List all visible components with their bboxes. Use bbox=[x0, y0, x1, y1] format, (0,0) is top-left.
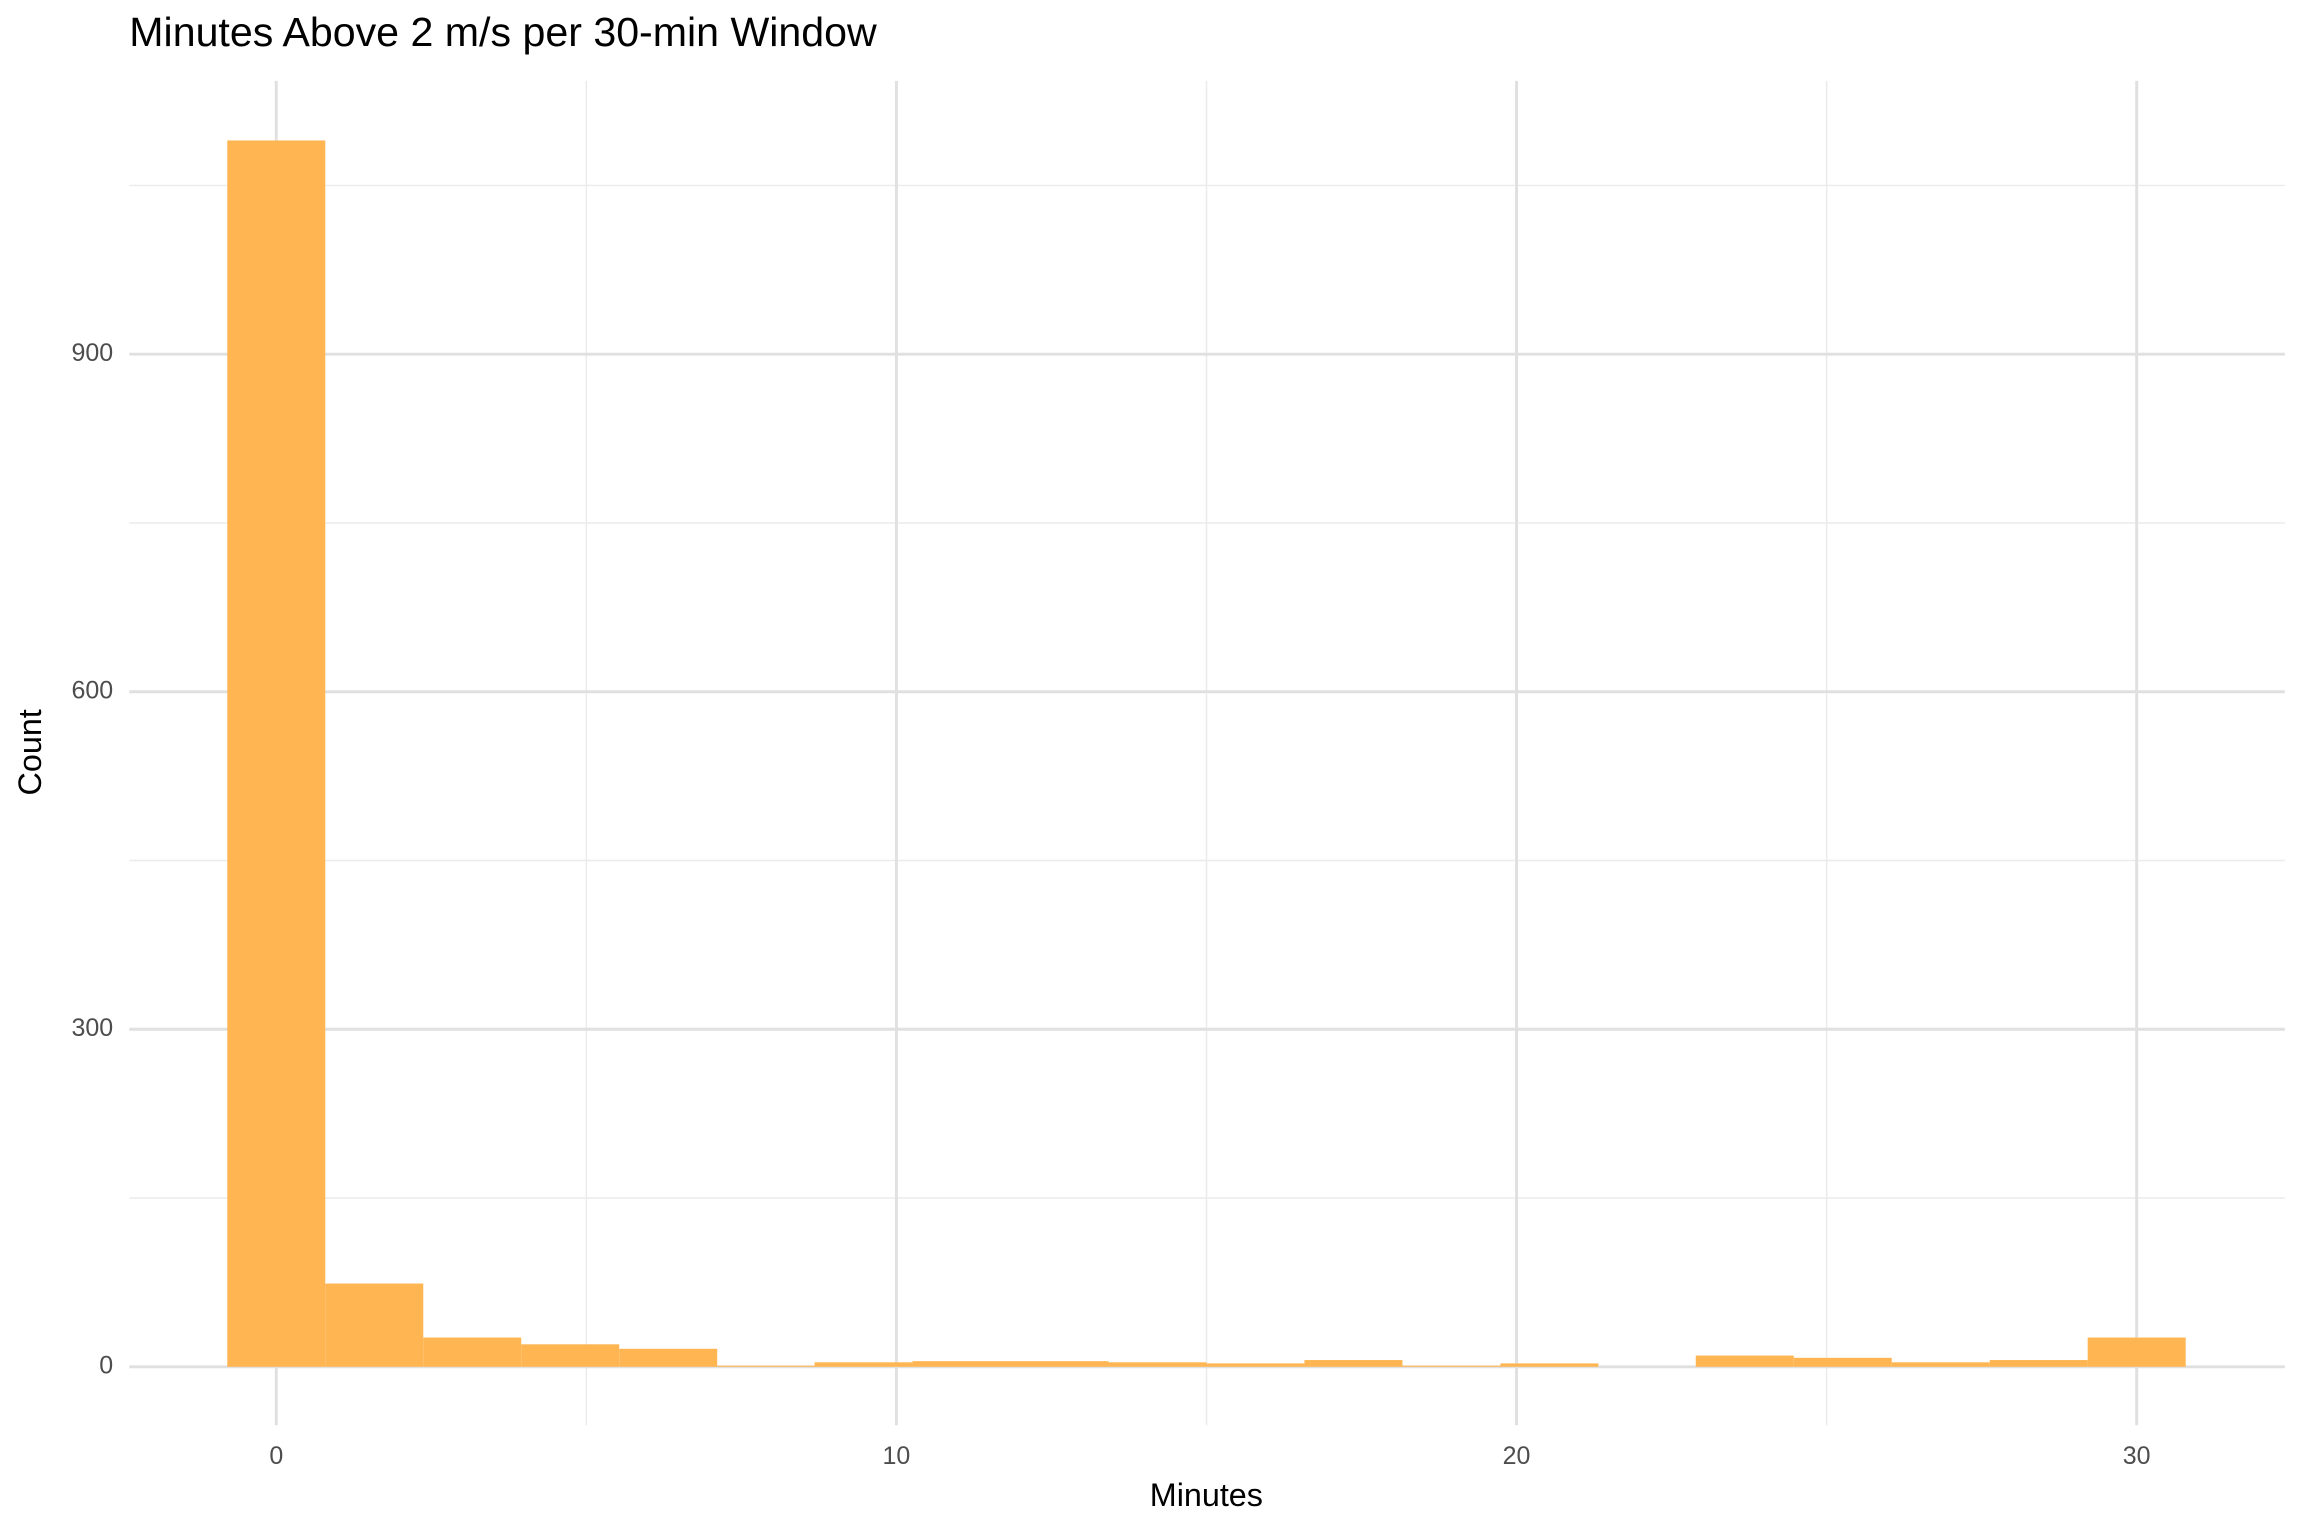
bar bbox=[1500, 1363, 1599, 1367]
y-axis-label: Count bbox=[12, 709, 48, 795]
bar bbox=[1793, 1357, 1892, 1367]
x-tick-label: 30 bbox=[2123, 1442, 2151, 1470]
bar bbox=[227, 140, 326, 1367]
bar bbox=[1891, 1362, 1990, 1367]
bar bbox=[521, 1344, 620, 1367]
chart-title: Minutes Above 2 m/s per 30-min Window bbox=[129, 9, 877, 55]
y-tick-label: 600 bbox=[71, 676, 113, 704]
bar bbox=[1206, 1363, 1305, 1367]
y-tick-label: 900 bbox=[71, 339, 113, 367]
bar bbox=[619, 1348, 718, 1367]
bar bbox=[717, 1365, 815, 1367]
bar bbox=[1010, 1361, 1109, 1367]
bar bbox=[1695, 1355, 1794, 1367]
bar bbox=[423, 1337, 522, 1367]
x-tick-label: 0 bbox=[269, 1442, 283, 1470]
x-axis-label: Minutes bbox=[1150, 1477, 1263, 1513]
bar bbox=[1402, 1365, 1501, 1367]
bar bbox=[325, 1283, 424, 1367]
y-tick-label: 0 bbox=[99, 1351, 113, 1379]
bar bbox=[814, 1362, 913, 1367]
bar bbox=[2087, 1337, 2186, 1367]
x-tick-label: 20 bbox=[1503, 1442, 1531, 1470]
bar bbox=[1989, 1360, 2088, 1367]
bar bbox=[912, 1361, 1011, 1367]
y-tick-label: 300 bbox=[71, 1014, 113, 1042]
bar bbox=[1304, 1360, 1403, 1367]
bar bbox=[1108, 1362, 1207, 1367]
x-tick-label: 10 bbox=[883, 1442, 911, 1470]
